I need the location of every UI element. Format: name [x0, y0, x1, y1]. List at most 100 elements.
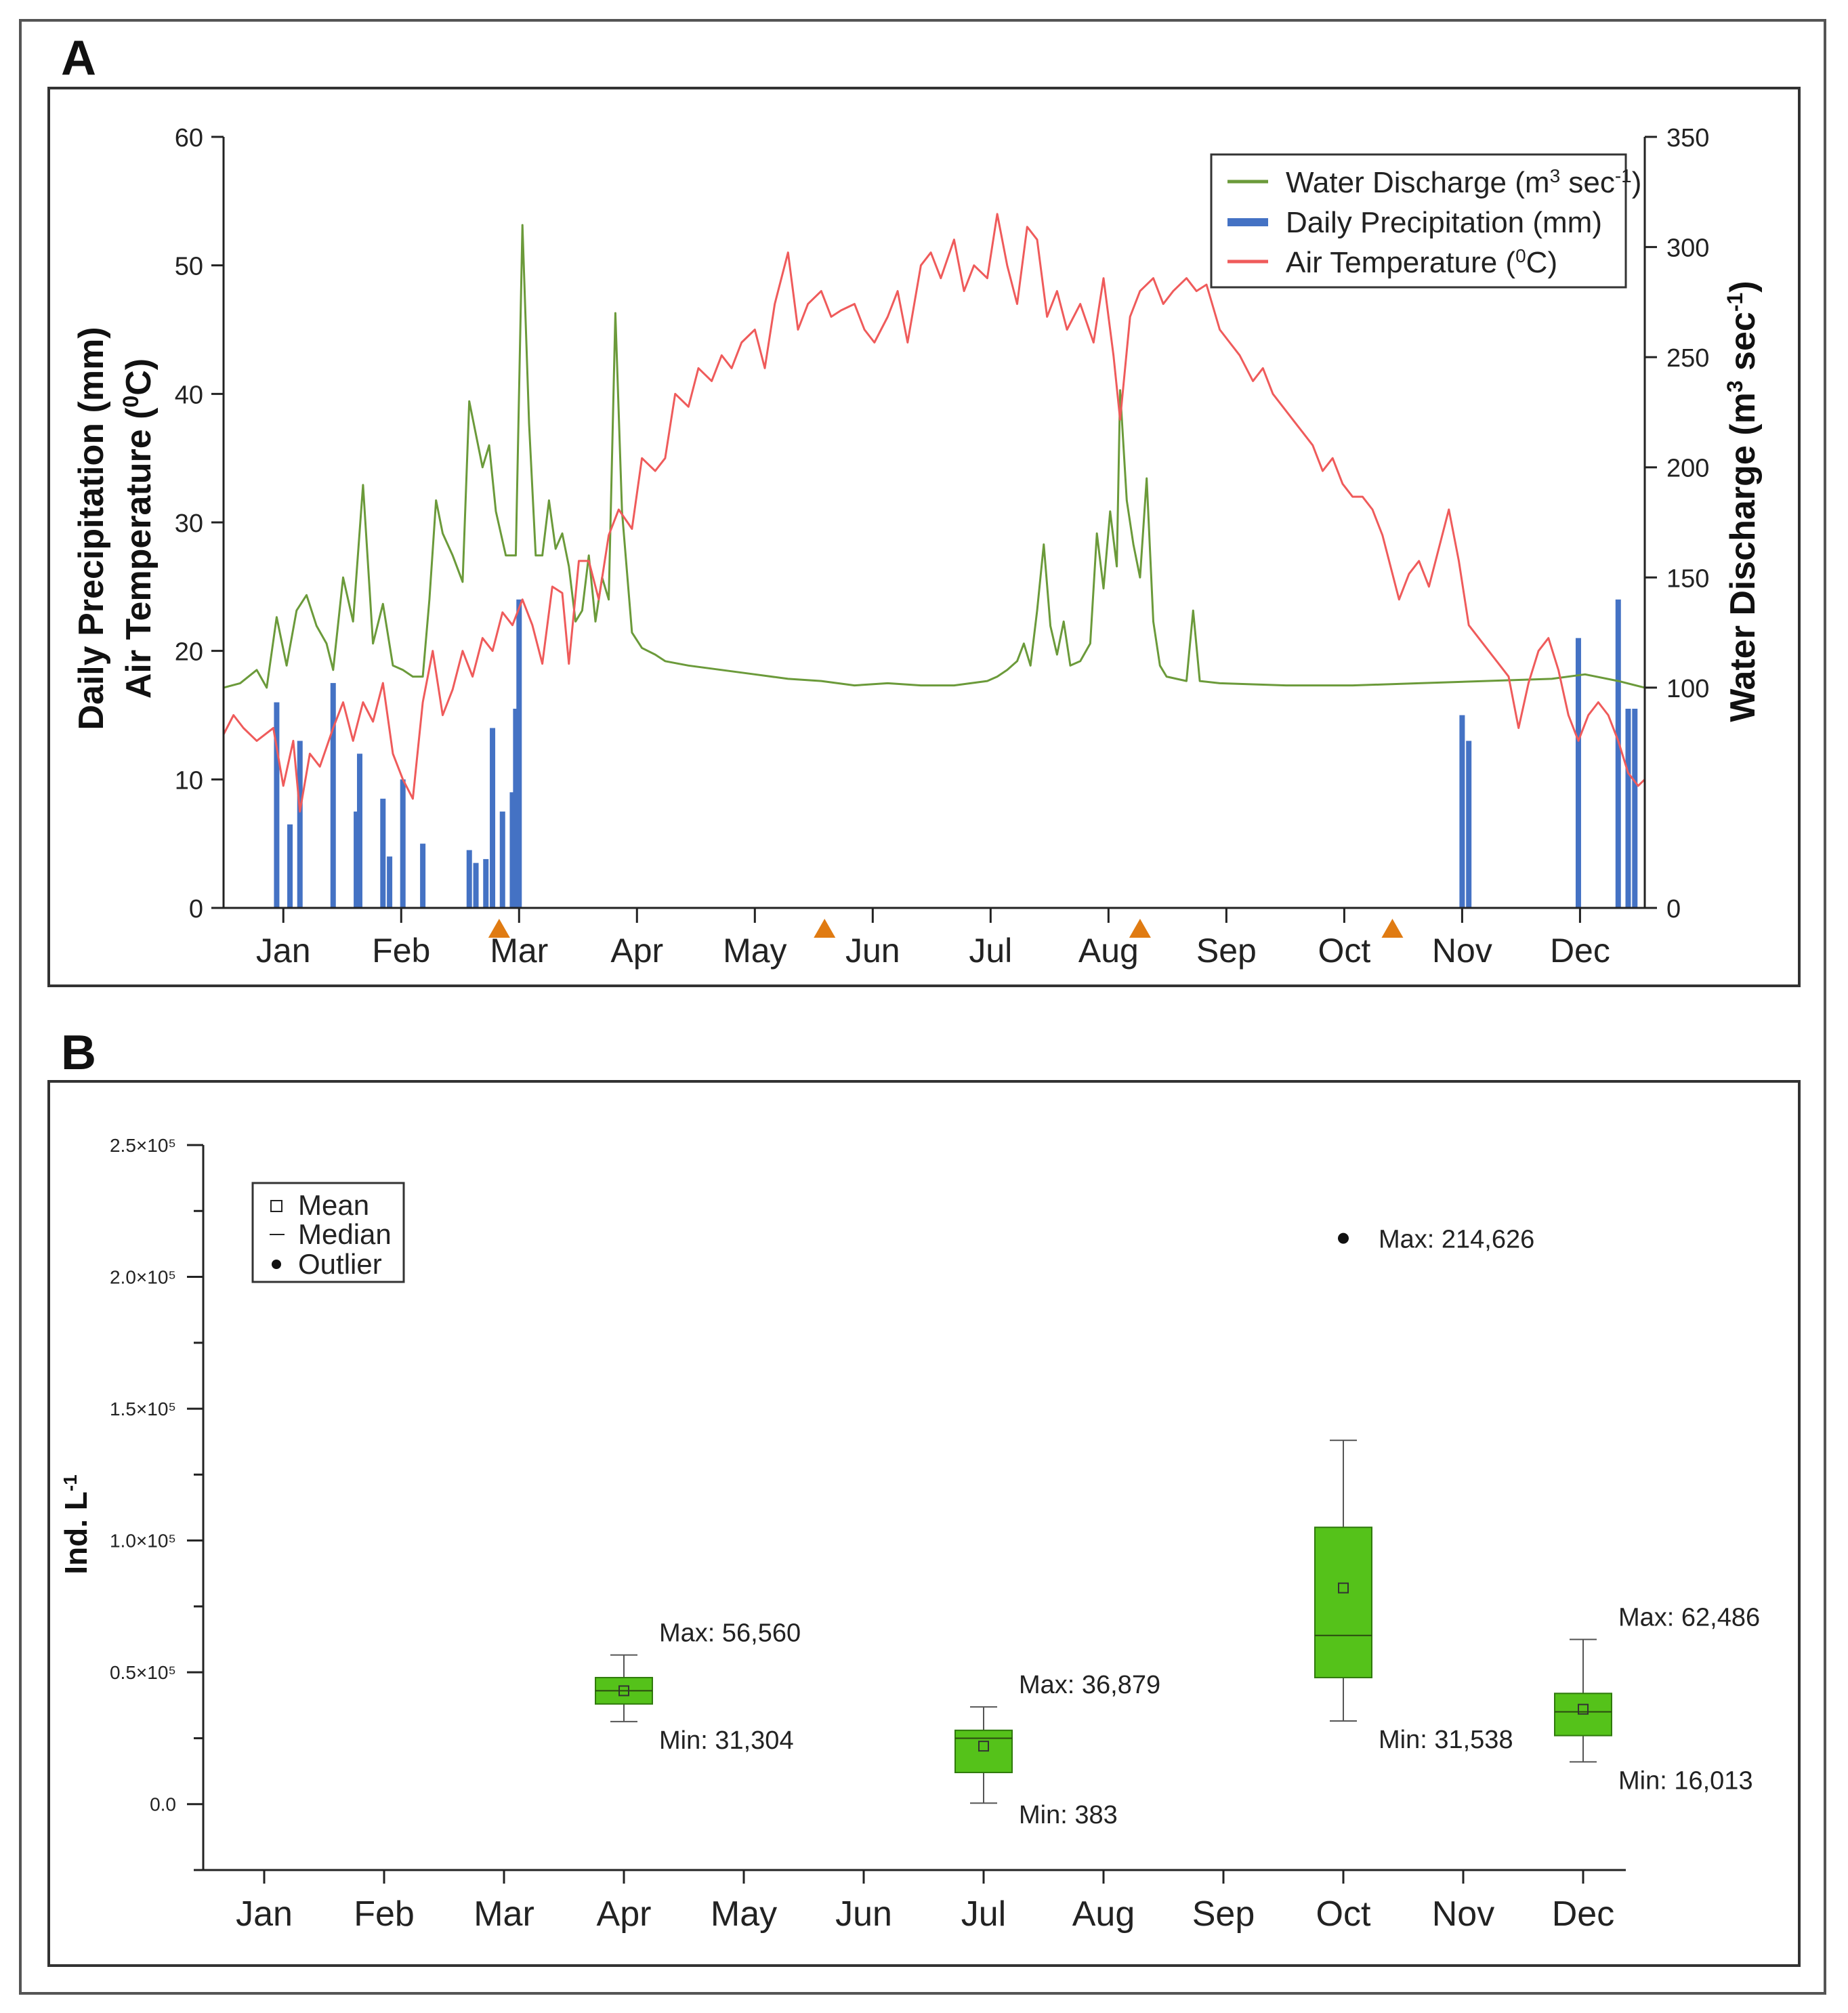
- box-mean: [1338, 1582, 1349, 1594]
- box-outlier: [1338, 1232, 1349, 1244]
- precipitation-bar-16: [513, 709, 519, 908]
- box-mean: [1578, 1703, 1589, 1715]
- precipitation-bar-9: [420, 844, 426, 908]
- precipitation-bar-22: [1625, 709, 1631, 908]
- box-max-label: Max: 214,626: [1379, 1226, 1534, 1254]
- legend-precipitation-label: Daily Precipitation (mm): [1286, 206, 1602, 239]
- panel-a-y-right-tick-label: 300: [1666, 234, 1709, 263]
- precipitation-bar-12: [483, 858, 489, 908]
- box-max-label: Max: 56,560: [659, 1619, 801, 1648]
- precipitation-bar-21: [1615, 599, 1621, 908]
- panel-a-y-right-label: Water Discharge (m3 sec-1): [1723, 281, 1763, 722]
- box-min-label: Min: 31,304: [659, 1726, 794, 1755]
- box-mean: [618, 1685, 629, 1697]
- panel-a-x-tick-label: Jan: [256, 932, 311, 970]
- legend-median-label: Median: [298, 1218, 392, 1250]
- box-jul: Max: 36,879 Min: 383: [954, 1671, 1160, 1829]
- panel-b-x-tick-label: Oct: [1316, 1894, 1371, 1934]
- panel-a-x-tick-label: Aug: [1078, 932, 1139, 970]
- panel-b-y-tick-label: 2.0×10⁵: [110, 1267, 176, 1288]
- legend-outlier-label: Outlier: [298, 1248, 382, 1280]
- precipitation-bar-0: [274, 702, 280, 908]
- panel-b-y-tick-label: 0.5×10⁵: [110, 1662, 176, 1683]
- panel-b-y-tick-label: 2.5×10⁵: [110, 1135, 176, 1156]
- panel-a-y-right-tick-label: 0: [1666, 895, 1681, 924]
- panel-b-x-tick-label: Jan: [236, 1894, 293, 1934]
- panel-b-x-tick-label: Feb: [354, 1894, 415, 1934]
- box-dec: Max: 62,486 Min: 16,013: [1554, 1604, 1760, 1795]
- precipitation-bar-14: [499, 811, 505, 908]
- legend-precipitation-swatch: [1227, 218, 1268, 226]
- panel-a-letter: A: [61, 31, 96, 85]
- panel-a-x-tick-label: Sep: [1196, 932, 1257, 970]
- panel-b-y-tick-label: 0.0: [150, 1794, 176, 1815]
- panel-a-x-tick-label: Apr: [610, 932, 663, 970]
- panel-a-y-left-tick-label: 50: [175, 253, 203, 281]
- sampling-marker-2: [1129, 919, 1151, 938]
- precipitation-series: [274, 599, 1638, 908]
- box-apr: Max: 56,560 Min: 31,304: [595, 1619, 801, 1755]
- precipitation-bar-2: [297, 741, 303, 908]
- panel-a-y-right-tick-label: 350: [1666, 124, 1709, 152]
- box-max-label: Max: 62,486: [1618, 1604, 1760, 1632]
- legend-temperature-label: Air Temperature (0C): [1286, 245, 1557, 280]
- panel-a-x-tick-label: Nov: [1432, 932, 1492, 970]
- panel-a-y-left-tick-label: 60: [175, 124, 203, 152]
- legend-discharge-label: Water Discharge (m3 sec-1): [1286, 165, 1641, 200]
- precipitation-bar-18: [1459, 715, 1465, 908]
- line-series: [222, 213, 1646, 813]
- precipitation-bar-5: [356, 753, 362, 908]
- panel-a-y-right-tick-label: 150: [1666, 564, 1709, 593]
- precipitation-bar-15: [509, 792, 516, 908]
- precipitation-bar-3: [330, 683, 336, 908]
- panel-b-legend: Mean Median Outlier: [251, 1182, 405, 1283]
- precipitation-bar-20: [1575, 638, 1581, 908]
- panel-b-x-tick-label: Apr: [597, 1894, 652, 1934]
- panel-b-x-tick-label: Mar: [474, 1894, 534, 1934]
- panel-a-frame: [47, 87, 1801, 987]
- precipitation-bar-7: [387, 856, 393, 908]
- panel-a-y-left-tick-label: 20: [175, 638, 203, 667]
- box-mean: [978, 1741, 989, 1752]
- panel-b-y-label: Ind. L-1: [58, 1474, 93, 1575]
- panel-a-y-left-label-line1: Daily Precipitation (mm): [72, 327, 111, 730]
- panel-b-y-tick-label: 1.0×10⁵: [110, 1531, 176, 1552]
- panel-b-axes: 0.0 0.5×10⁵ 1.0×10⁵ 1.5×10⁵ 2.0×10⁵ 2.5×10⁵ Ja…: [110, 1135, 1626, 1934]
- box-min-label: Min: 383: [1019, 1801, 1118, 1829]
- panel-a-x-tick-label: Jul: [969, 932, 1012, 970]
- panel-a-x-tick-label: Feb: [372, 932, 430, 970]
- panel-a-legend-box: [1210, 153, 1627, 289]
- panel-b-x-tick-label: Nov: [1432, 1894, 1494, 1934]
- sampling-marker-3: [1381, 919, 1404, 938]
- panel-a-x-tick-label: Dec: [1550, 932, 1610, 970]
- panel-b-x-tick-label: Jun: [835, 1894, 892, 1934]
- panel-a-axes: 0 10 20 30 40 50 60 0 100 150 200 250 300 350 Jan Feb Ma…: [175, 124, 1710, 970]
- sampling-marker-0: [488, 919, 510, 938]
- panel-a-chart: 0 10 20 30 40 50 60 0 100 150 200 250 300 350 Jan Feb Ma…: [175, 124, 1710, 970]
- legend-outlier-symbol: [272, 1260, 281, 1269]
- panel-a-y-left-tick-label: 10: [175, 766, 203, 795]
- temperature-line: [222, 213, 1646, 813]
- panel-b-x-tick-label: May: [711, 1894, 777, 1934]
- precipitation-bar-13: [490, 728, 496, 908]
- precipitation-bar-4: [354, 811, 360, 908]
- panel-b-x-tick-label: Jul: [961, 1894, 1006, 1934]
- panel-b-frame: [47, 1080, 1801, 1967]
- precipitation-bar-8: [400, 779, 406, 908]
- panel-b-letter: B: [61, 1026, 96, 1080]
- panel-b-chart: 0.0 0.5×10⁵ 1.0×10⁵ 1.5×10⁵ 2.0×10⁵ 2.5×10⁵ Ja…: [110, 1135, 1760, 1934]
- box-max-label: Max: 36,879: [1019, 1671, 1160, 1699]
- panel-a-y-right-tick-label: 250: [1666, 344, 1709, 373]
- box-min-label: Min: 31,538: [1379, 1726, 1513, 1754]
- precipitation-bar-19: [1466, 741, 1472, 908]
- precipitation-bar-6: [380, 798, 386, 908]
- box-series: Max: 56,560 Min: 31,304 Max: 36,879 Min: 38…: [595, 1226, 1760, 1829]
- panel-b-x-tick-label: Sep: [1192, 1894, 1255, 1934]
- panel-a-x-tick-label: Mar: [490, 932, 548, 970]
- precipitation-bar-17: [516, 599, 522, 908]
- legend-mean-symbol: [270, 1200, 282, 1212]
- panel-b-y-tick-label: 1.5×10⁵: [110, 1398, 176, 1419]
- panel-a-legend: Water Discharge (m3 sec-1) Daily Precipi…: [1210, 153, 1641, 289]
- figure-outer-frame: [19, 19, 1826, 1995]
- panel-a-y-left-tick-label: 40: [175, 381, 203, 409]
